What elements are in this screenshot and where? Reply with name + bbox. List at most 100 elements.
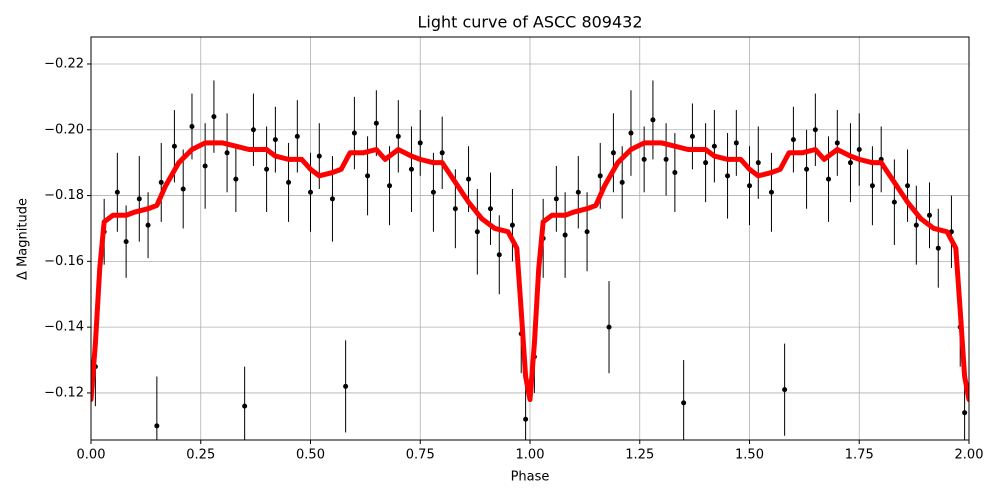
data-point [211,114,217,120]
data-point [474,229,480,235]
data-point [926,212,932,218]
data-point [171,143,177,149]
data-point [145,222,151,228]
x-tick-label: 0.75 [406,448,435,463]
data-point [913,222,919,228]
data-point [935,245,941,251]
data-point [768,189,774,195]
data-point [663,156,669,162]
data-point [650,117,656,123]
data-point [286,179,292,185]
x-tick-label: 0.00 [77,448,106,463]
data-point [351,130,357,136]
data-point [417,140,423,146]
data-point [250,127,256,133]
data-point [154,423,160,429]
data-point [689,133,695,139]
data-point [308,189,313,195]
data-point [606,324,612,330]
data-point [733,140,739,146]
data-point [180,186,186,192]
data-point [316,153,322,159]
data-point [202,163,208,169]
data-point [466,176,472,182]
data-point [408,166,414,172]
data-point [509,222,515,228]
y-tick-label: −0.22 [44,56,84,71]
data-point [962,410,968,416]
chart-title: Light curve of ASCC 809432 [417,13,642,32]
data-point [782,387,788,393]
data-point [804,166,810,172]
y-tick-label: −0.12 [44,385,84,400]
data-point [672,170,678,176]
data-point [264,166,270,172]
data-point [812,127,818,133]
x-tick-label: 1.50 [735,448,764,463]
data-point [562,232,568,238]
data-point [343,383,349,389]
data-point [272,137,278,143]
data-point [610,150,616,156]
data-point [123,239,129,245]
data-point [790,137,796,143]
data-point [430,189,436,195]
data-point [387,183,393,189]
data-point [847,160,853,166]
data-point [597,173,603,179]
x-tick-label: 1.00 [516,448,545,463]
data-point [233,176,239,182]
data-point [628,130,634,136]
x-tick-label: 0.25 [186,448,215,463]
x-tick-label: 1.25 [625,448,654,463]
ticks: 0.00 0.25 0.50 0.75 1.00 1.25 1.50 1.75 2.00 −0.2… [44,56,983,462]
data-point [703,160,709,166]
y-tick-label: −0.16 [44,254,84,269]
data-point [891,199,897,205]
data-point [395,133,401,139]
data-point [224,150,230,156]
data-point [242,403,248,409]
data-point [725,173,731,179]
data-point [826,176,832,182]
grid [90,37,970,440]
x-axis-label: Phase [511,470,550,485]
data-point [641,156,647,162]
x-tick-label: 2.00 [955,448,984,463]
data-point [496,252,502,258]
data-point [619,179,625,185]
y-tick-label: −0.14 [44,320,84,335]
data-point [373,120,379,126]
data-point [553,196,559,202]
y-tick-label: −0.20 [44,122,84,137]
data-point [487,206,493,212]
x-tick-label: 0.50 [296,448,325,463]
data-point [136,196,142,202]
x-tick-label: 1.75 [845,448,874,463]
data-point [365,173,371,179]
data-point [523,416,529,422]
data-point [711,143,717,149]
data-point [584,229,590,235]
data-point [869,183,875,189]
data-point [189,123,195,129]
data-point [681,400,687,406]
y-tick-label: −0.18 [44,188,84,203]
data-point [439,150,445,156]
data-point [158,179,164,185]
binned-curve [91,140,969,403]
data-point [114,189,120,195]
data-point [575,189,581,195]
data-point [755,160,761,166]
data-point [329,196,335,202]
data-point [856,147,862,153]
data-point [452,206,458,212]
data-point [747,183,752,189]
data-point [905,183,911,189]
y-axis-label: Δ Magnitude [16,198,31,280]
plot-area [91,80,969,440]
data-point [834,140,840,146]
data-point [294,133,300,139]
